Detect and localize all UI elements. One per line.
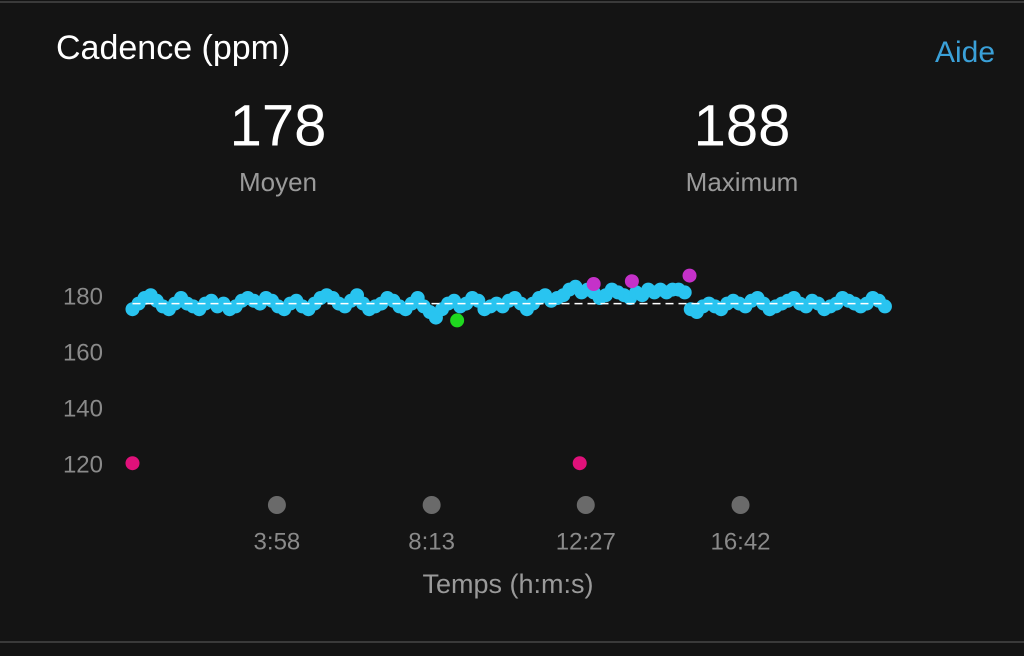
y-tick-label: 120 — [63, 451, 103, 478]
stat-label: Maximum — [686, 167, 799, 197]
x-tick-label: 16:42 — [710, 528, 770, 555]
x-axis-title: Temps (h:m:s) — [422, 569, 593, 599]
stat-value: 188 — [694, 93, 791, 158]
data-point — [624, 274, 639, 289]
stat-label: Moyen — [239, 167, 317, 197]
x-tick-mark — [576, 496, 595, 514]
x-tick-mark — [267, 496, 286, 514]
data-point — [572, 456, 587, 471]
x-tick-mark — [422, 496, 441, 514]
data-point — [450, 313, 465, 328]
y-tick-label: 180 — [63, 283, 103, 310]
data-point — [682, 268, 697, 283]
data-point — [677, 285, 692, 300]
y-tick-label: 140 — [63, 395, 103, 422]
data-point — [877, 299, 892, 314]
x-tick-label: 3:58 — [254, 528, 301, 555]
chart-title: Cadence (ppm) — [56, 29, 290, 67]
x-tick-label: 8:13 — [408, 528, 455, 555]
help-link[interactable]: Aide — [935, 36, 995, 69]
data-point — [586, 277, 601, 291]
stat-value: 178 — [230, 93, 327, 158]
data-point — [125, 456, 140, 471]
y-tick-label: 160 — [63, 339, 103, 366]
x-tick-label: 12:27 — [556, 528, 616, 555]
x-tick-mark — [731, 496, 750, 514]
